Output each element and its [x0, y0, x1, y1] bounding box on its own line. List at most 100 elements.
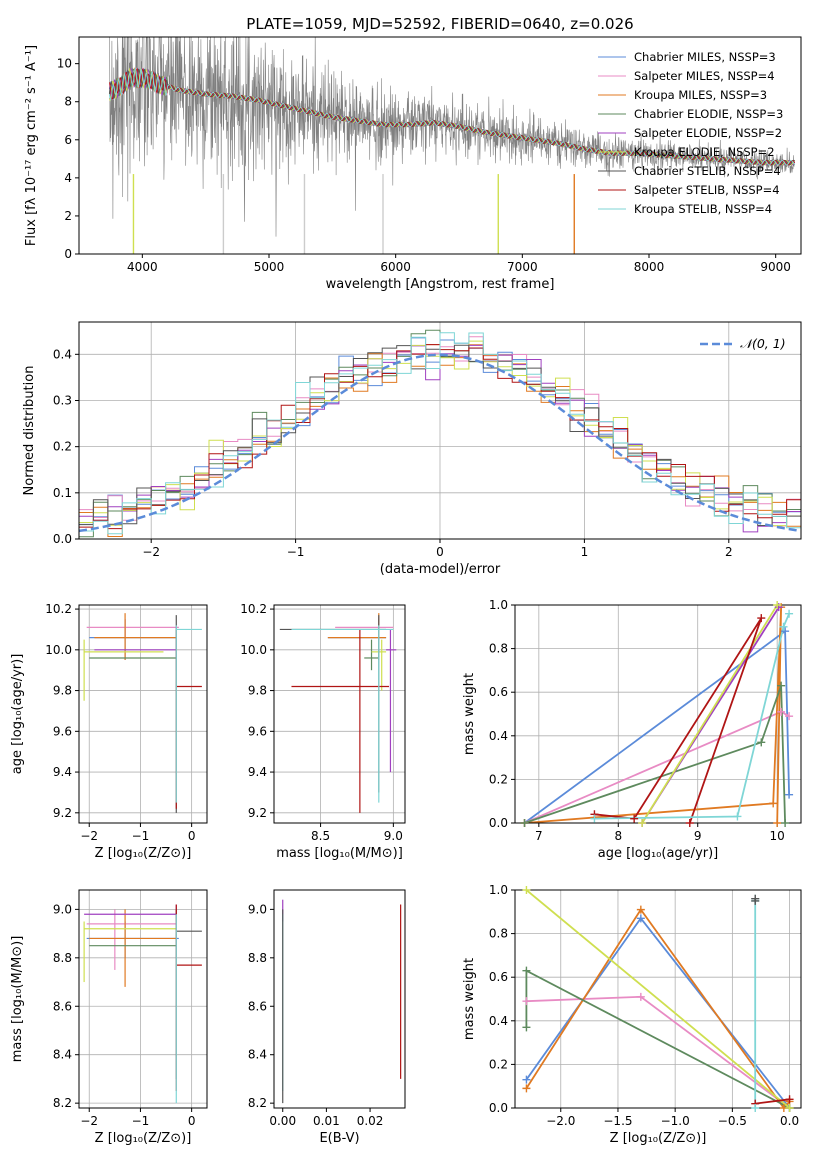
weight_vs_age-xtick-label: 10 [770, 829, 785, 843]
mass_vs_ebv-frame [273, 889, 406, 1109]
weight_vs_Z-marker [636, 992, 645, 1001]
age_vs_Z-axes: −2 −1 0 9.2 9.4 9.6 9.8 10.0 10.2 Z [log₁₀(Z/Z⊙)]… [10, 602, 208, 861]
weight_vs_Z-ylabel: mass weight [462, 958, 477, 1040]
mass_vs_Z-ytick-label: 8.2 [53, 1096, 72, 1110]
weight_vs_age-line-1 [523, 629, 790, 823]
weight_vs_Z-ytick-label: 0.8 [489, 927, 508, 941]
spectrum-xtick-label: 9000 [760, 260, 791, 274]
mass_vs_ebv-xlabel: E(B-V) [319, 1131, 359, 1146]
age_vs_Z-xtick-label: −1 [132, 829, 150, 843]
age_vs_Z-ytick-label: 10.2 [45, 602, 72, 616]
weight_vs_age-xtick-label: 7 [535, 829, 543, 843]
spectrum-ytick-label: 4 [64, 171, 72, 185]
legend-entry-8: Salpeter STELIB, NSSP=4 [634, 183, 780, 197]
residuals-xtick-label: 2 [725, 545, 733, 559]
spectrum-ytick-label: 2 [64, 209, 72, 223]
mass_vs_Z-ytick-label: 8.6 [53, 999, 72, 1013]
residuals-ytick-label: 0.0 [53, 532, 72, 546]
residuals-ylabel: Normed distribution [22, 366, 37, 496]
spectrum-xtick-label: 5000 [254, 260, 285, 274]
weight_vs_age-xtick-label: 9 [694, 829, 702, 843]
age_vs_Z-ytick-label: 9.4 [53, 765, 72, 779]
mass_vs_Z-ytick-label: 8.8 [53, 951, 72, 965]
weight_vs_age-ylabel: mass weight [462, 673, 477, 755]
model-line-5 [108, 67, 796, 166]
mass_vs_ebv-ytick-label: 8.8 [248, 951, 267, 965]
weight_vs_Z-line-2 [526, 995, 791, 1108]
weight_vs_age-frame [514, 604, 802, 824]
mass_vs_Z-frame [78, 889, 208, 1109]
spectrum-ytick-label: 8 [64, 95, 72, 109]
mass_vs_Z-ytick-label: 8.4 [53, 1048, 72, 1062]
spectrum-xtick-label: 6000 [380, 260, 411, 274]
mass_vs_Z-xtick-label: 0 [188, 1114, 196, 1128]
weight_vs_Z-marker [785, 1104, 794, 1112]
weight_vs_age-marker [781, 819, 790, 827]
spectrum-ytick-label: 10 [57, 57, 72, 71]
spectrum-axes: 4000 5000 6000 7000 8000 9000 0 2 4 6 8 10 wavelengt… [24, 36, 802, 292]
mass_vs_Z-axes: −2 −1 0 8.2 8.4 8.6 8.8 9.0 Z [log₁₀(Z/Z⊙)] mass … [10, 889, 208, 1146]
weight_vs_Z-marker [522, 1023, 531, 1032]
model-line-8 [108, 67, 796, 166]
mass_vs_ebv-axes: 0.00 0.01 0.02 8.2 8.4 8.6 8.8 9.0 E(B-V) [248, 889, 406, 1146]
weight_vs_age-marker [590, 814, 599, 823]
weight_vs_Z-marker [636, 905, 645, 914]
figure-title: PLATE=1059, MJD=52592, FIBERID=0640, z=0… [246, 15, 633, 33]
weight_vs_age-marker [779, 622, 788, 631]
weight_vs_age-ytick-label: 0.8 [489, 642, 508, 656]
weight_vs_age-marker [638, 819, 647, 827]
weight_vs_age-ytick-label: 0.2 [489, 772, 508, 786]
mass_vs_Z-plot-area [83, 904, 202, 1104]
weight_vs_age-xtick-label: 8 [614, 829, 622, 843]
weight_vs_age-line-8 [594, 613, 790, 820]
mass_vs_Z-xtick-label: −1 [132, 1114, 150, 1128]
legend-entry-3: Kroupa MILES, NSSP=3 [634, 88, 767, 102]
mass_vs_ebv-ytick-label: 8.6 [248, 999, 267, 1013]
spectrum-xlabel: wavelength [Angstrom, rest frame] [326, 277, 555, 292]
weight_vs_age-ytick-label: 0.4 [489, 729, 508, 743]
spectrum-frame [78, 36, 802, 255]
weight_vs_Z-frame [514, 889, 802, 1109]
age_vs_mass-ytick-label: 9.4 [248, 765, 267, 779]
mass_vs_ebv-xtick-label: 0.02 [357, 1114, 384, 1128]
weight_vs_age-marker [777, 681, 786, 690]
age_vs_mass-ytick-label: 9.8 [248, 684, 267, 698]
weight_vs_Z-marker [751, 1104, 760, 1112]
weight_vs_age-marker [777, 707, 786, 716]
weight_vs_Z-xtick-label: 0.0 [780, 1114, 799, 1128]
age_vs_mass-ytick-label: 9.6 [248, 724, 267, 738]
weight_vs_age-marker [785, 712, 794, 721]
weight_vs_Z-marker [636, 914, 645, 923]
weight_vs_age-marker [773, 819, 782, 827]
weight_vs_age-marker [520, 819, 529, 827]
histogram-9 [79, 332, 801, 535]
age_vs_Z-xtick-label: 0 [188, 829, 196, 843]
weight_vs_age-marker [773, 601, 782, 609]
age_vs_Z-ytick-label: 9.6 [53, 724, 72, 738]
mass_vs_ebv-ytick-label: 9.0 [248, 902, 267, 916]
legend-entry-7: Chabrier STELIB, NSSP=4 [634, 164, 781, 178]
weight_vs_age-line-7 [594, 617, 763, 823]
legend-entry-5: Salpeter ELODIE, NSSP=2 [634, 126, 782, 140]
weight_vs_age-line-4 [524, 685, 786, 823]
legend-entry-9: Kroupa STELIB, NSSP=4 [634, 202, 772, 216]
spectrum-plot-area [108, 37, 796, 254]
weight_vs_Z-line-6 [755, 1098, 790, 1105]
weight_vs_Z-marker [522, 886, 531, 894]
residuals-ytick-label: 0.4 [53, 347, 72, 361]
residuals-plot-area [79, 329, 801, 538]
legend-entry-6: Kroupa ELODIE, NSSP=2 [634, 145, 775, 159]
weight_vs_age-marker [630, 814, 639, 823]
age_vs_mass-xtick-label: 8.5 [311, 829, 330, 843]
residuals-xtick-label: 1 [581, 545, 589, 559]
weight_vs_Z-ytick-label: 0.4 [489, 1014, 508, 1028]
weight_vs_Z-xtick-label: −1.0 [661, 1114, 690, 1128]
spectrum-xtick-label: 7000 [507, 260, 538, 274]
age_vs_mass-ytick-label: 9.2 [248, 806, 267, 820]
weight_vs_Z-line-4 [525, 969, 791, 1108]
age_vs_Z-ytick-label: 10.0 [45, 643, 72, 657]
weight_vs_Z-ytick-label: 0.6 [489, 970, 508, 984]
age_vs_mass-ytick-label: 10.2 [240, 602, 267, 616]
weight_vs_age-line-6 [641, 605, 778, 823]
